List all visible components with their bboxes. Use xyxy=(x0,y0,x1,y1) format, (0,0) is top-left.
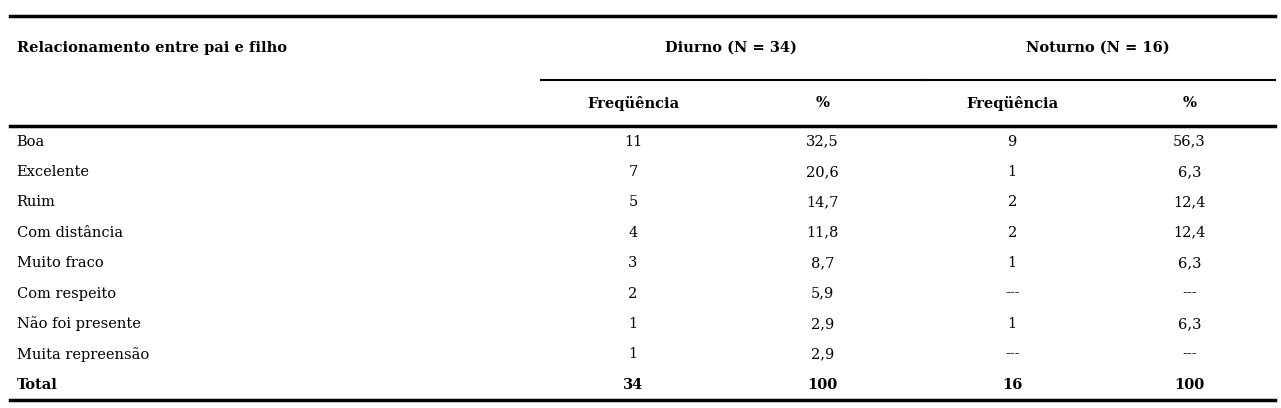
Text: Freqüência: Freqüência xyxy=(966,95,1058,111)
Text: %: % xyxy=(816,96,830,110)
Text: 6,3: 6,3 xyxy=(1177,317,1202,331)
Text: Boa: Boa xyxy=(17,135,45,149)
Text: 2: 2 xyxy=(1008,195,1017,209)
Text: 100: 100 xyxy=(807,378,838,392)
Text: Com respeito: Com respeito xyxy=(17,286,115,301)
Text: Diurno (N = 34): Diurno (N = 34) xyxy=(665,41,797,55)
Text: 14,7: 14,7 xyxy=(807,195,839,209)
Text: Relacionamento entre pai e filho: Relacionamento entre pai e filho xyxy=(17,41,287,55)
Text: 8,7: 8,7 xyxy=(811,256,834,270)
Text: ---: --- xyxy=(1004,286,1020,301)
Text: 4: 4 xyxy=(628,226,638,240)
Text: 2,9: 2,9 xyxy=(811,347,834,361)
Text: 16: 16 xyxy=(1002,378,1022,392)
Text: 56,3: 56,3 xyxy=(1173,135,1205,149)
Text: Ruim: Ruim xyxy=(17,195,55,209)
Text: Freqüência: Freqüência xyxy=(587,95,679,111)
Text: Muito fraco: Muito fraco xyxy=(17,256,104,270)
Text: 1: 1 xyxy=(629,317,638,331)
Text: 12,4: 12,4 xyxy=(1173,226,1205,240)
Text: 1: 1 xyxy=(1008,256,1017,270)
Text: 1: 1 xyxy=(1008,165,1017,179)
Text: ---: --- xyxy=(1182,347,1196,361)
Text: 12,4: 12,4 xyxy=(1173,195,1205,209)
Text: 7: 7 xyxy=(628,165,638,179)
Text: 1: 1 xyxy=(629,347,638,361)
Text: 9: 9 xyxy=(1008,135,1017,149)
Text: 2: 2 xyxy=(1008,226,1017,240)
Text: 20,6: 20,6 xyxy=(806,165,839,179)
Text: 100: 100 xyxy=(1175,378,1204,392)
Text: Noturno (N = 16): Noturno (N = 16) xyxy=(1026,41,1170,55)
Text: Com distância: Com distância xyxy=(17,226,123,240)
Text: 11: 11 xyxy=(624,135,642,149)
Text: 3: 3 xyxy=(628,256,638,270)
Text: ---: --- xyxy=(1004,347,1020,361)
Text: 34: 34 xyxy=(623,378,643,392)
Text: 2: 2 xyxy=(628,286,638,301)
Text: 32,5: 32,5 xyxy=(806,135,839,149)
Text: 5: 5 xyxy=(628,195,638,209)
Text: Não foi presente: Não foi presente xyxy=(17,317,141,331)
Text: 5,9: 5,9 xyxy=(811,286,834,301)
Text: 6,3: 6,3 xyxy=(1177,165,1202,179)
Text: 2,9: 2,9 xyxy=(811,317,834,331)
Text: 6,3: 6,3 xyxy=(1177,256,1202,270)
Text: 11,8: 11,8 xyxy=(807,226,839,240)
Text: Excelente: Excelente xyxy=(17,165,90,179)
Text: Muita repreensão: Muita repreensão xyxy=(17,347,149,362)
Text: 1: 1 xyxy=(1008,317,1017,331)
Text: Total: Total xyxy=(17,378,58,392)
Text: ---: --- xyxy=(1182,286,1196,301)
Text: %: % xyxy=(1182,96,1196,110)
